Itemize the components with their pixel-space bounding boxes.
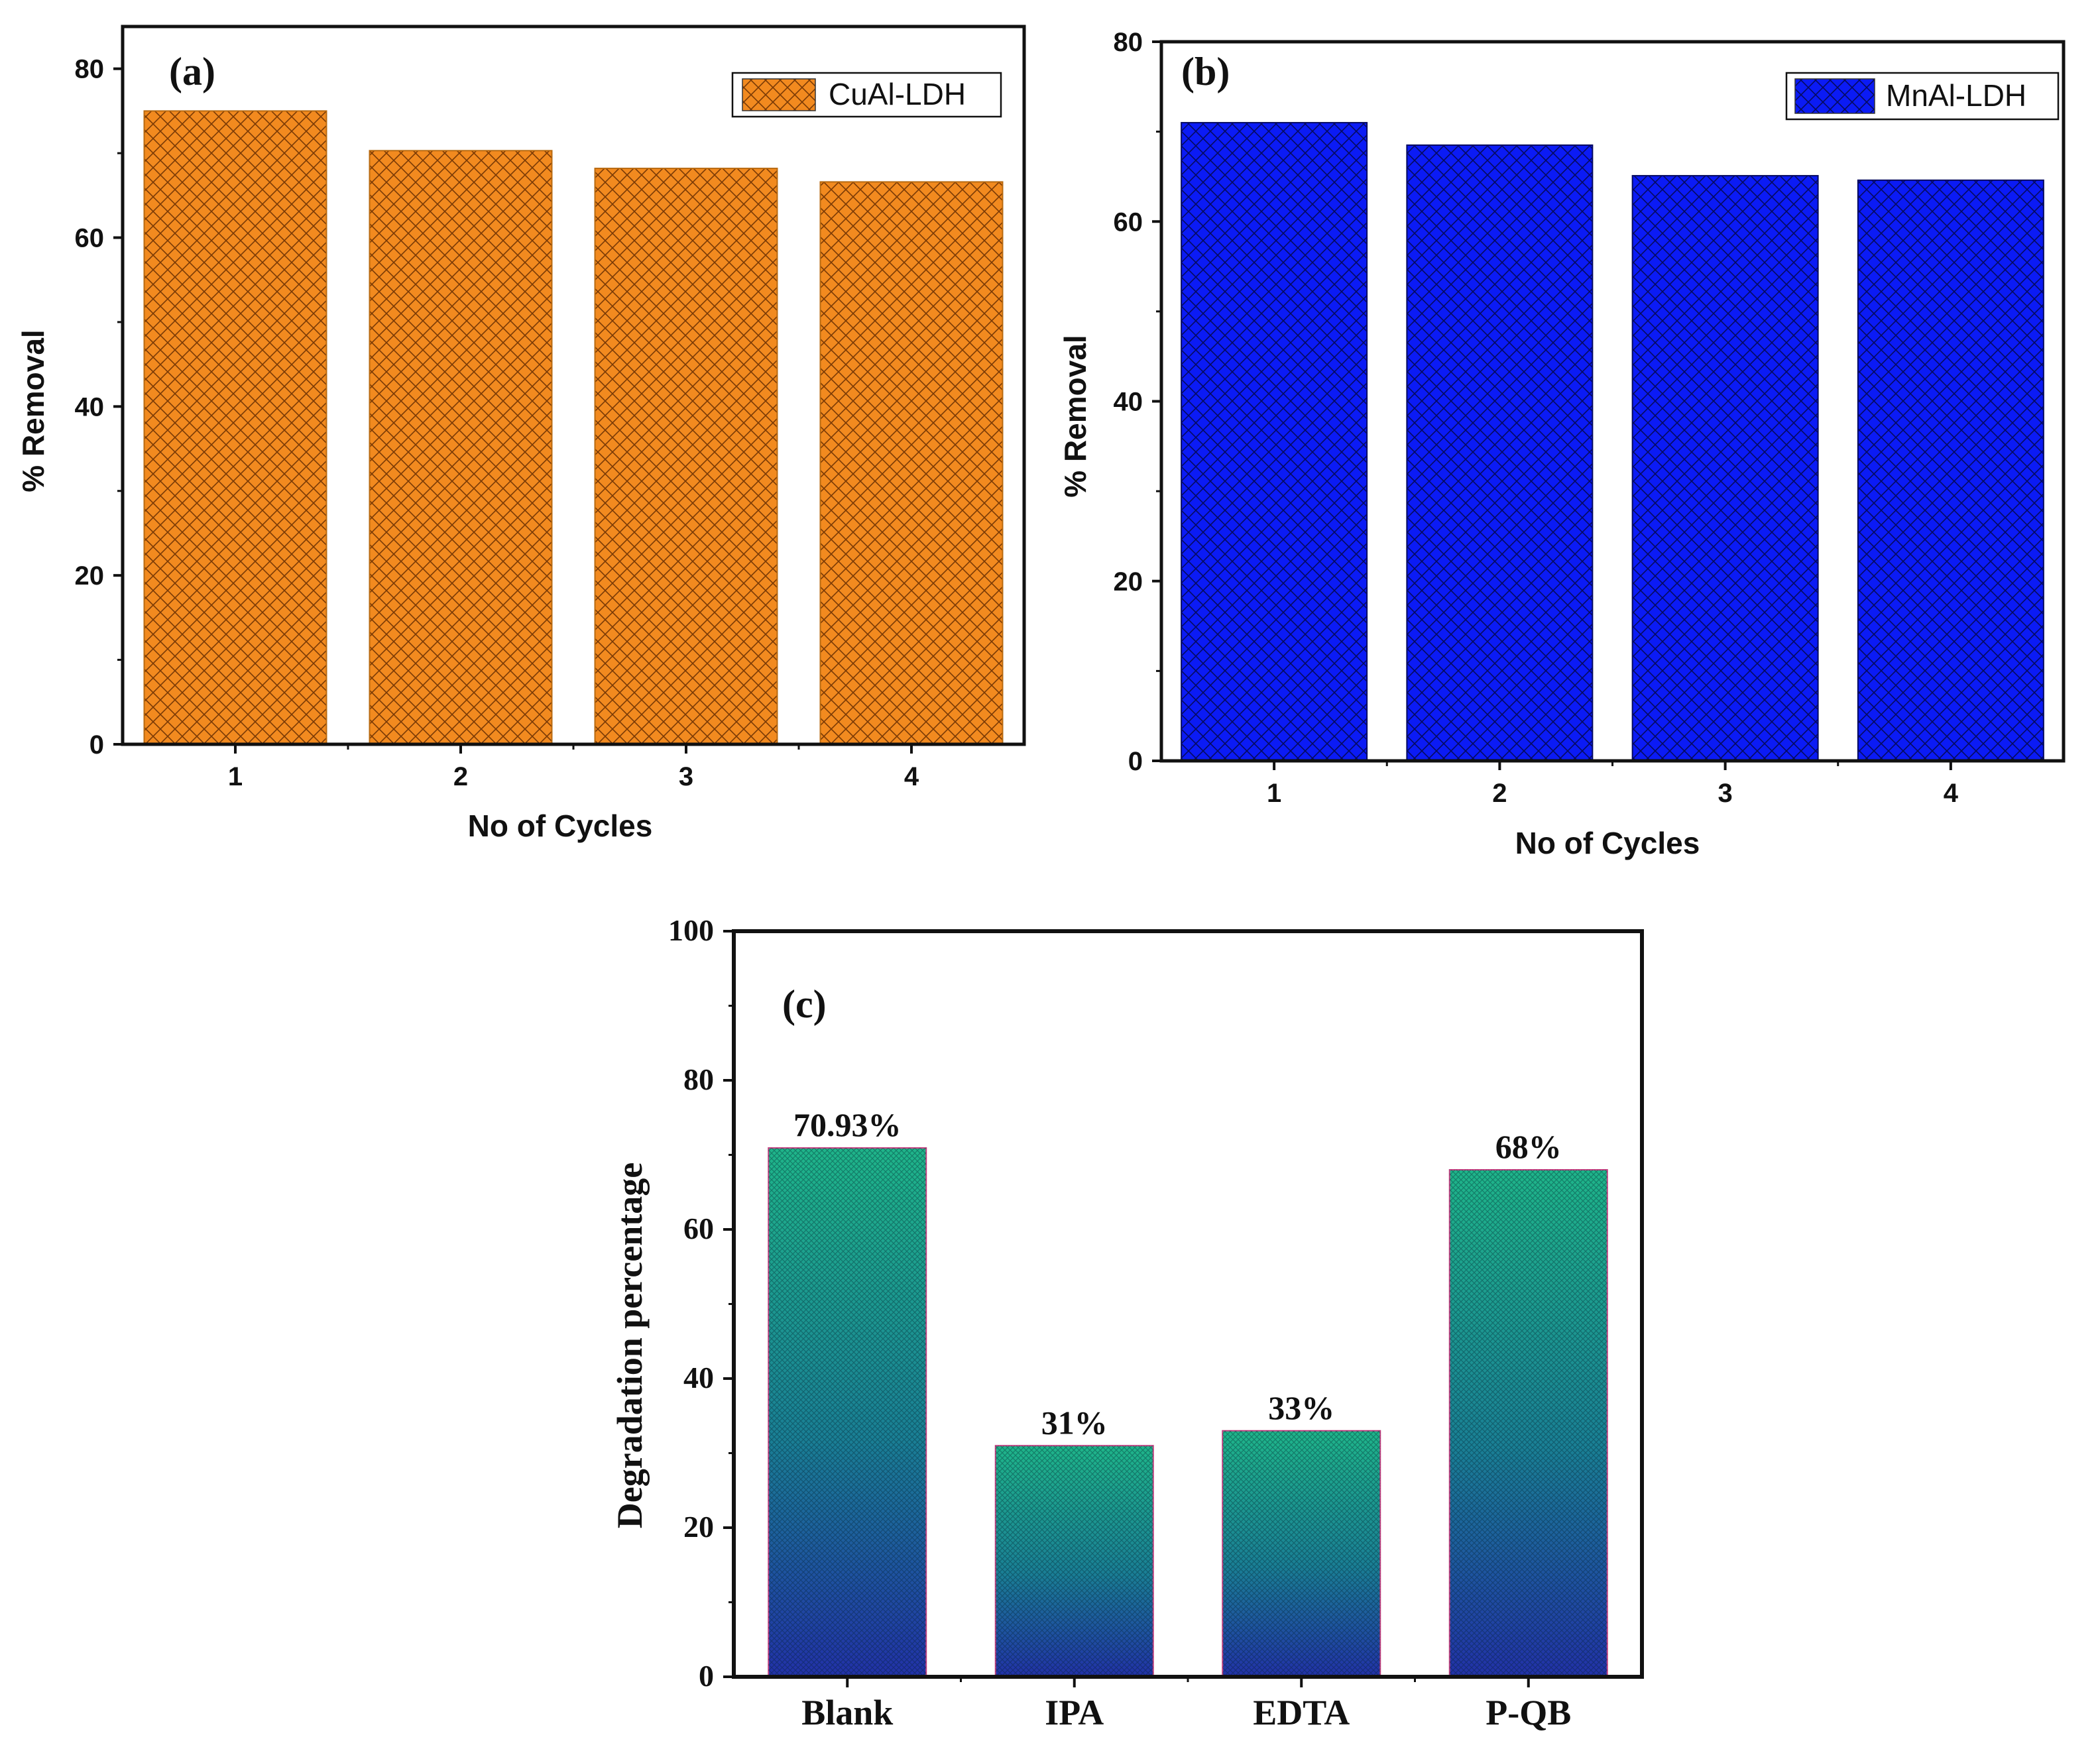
y-tick-label-c-0: 0 (699, 1659, 714, 1693)
x-tick-label-c-1: Blank (801, 1693, 893, 1732)
data-label-c-3: 33% (1268, 1389, 1334, 1426)
bar-b-2 (1406, 144, 1594, 762)
panel-a: 0 20 40 60 80 1 2 3 4 (a) CuAl-LDH No of Cycles… (16, 25, 1026, 843)
legend-a: CuAl-LDH (731, 72, 1002, 118)
y-tick-label-c-60: 60 (683, 1212, 714, 1245)
x-tick-label-b-3: 3 (1718, 779, 1733, 808)
y-axis-c: 0 20 40 60 80 100 (668, 913, 734, 1693)
bar-a-3 (594, 168, 778, 745)
y-tick-label-a-40: 40 (75, 392, 105, 422)
panel-label-a: (a) (169, 50, 215, 93)
x-axis-title-a: No of Cycles (468, 809, 653, 843)
x-axis-title-b: No of Cycles (1515, 826, 1700, 860)
legend-swatch-a (742, 78, 816, 111)
y-tick-label-b-80: 80 (1114, 28, 1143, 57)
bar-a-1 (143, 110, 327, 746)
bar-b-4 (1857, 179, 2044, 762)
x-axis-b: 1 2 3 4 (1267, 761, 1959, 808)
panel-b: 0 20 40 60 80 1 2 3 4 (b) MnAl-LDH No of Cycles… (1058, 28, 2066, 860)
x-tick-label-b-4: 4 (1944, 779, 1959, 808)
y-tick-label-c-40: 40 (683, 1361, 714, 1394)
bar-texture-c-2 (995, 1445, 1153, 1677)
y-axis-title-a: % Removal (16, 329, 50, 492)
bar-texture-c-3 (1222, 1430, 1381, 1677)
data-label-c-2: 31% (1041, 1404, 1108, 1441)
y-tick-label-c-20: 20 (683, 1510, 714, 1544)
y-tick-label-a-20: 20 (75, 561, 105, 591)
x-tick-label-c-2: IPA (1045, 1693, 1104, 1732)
legend-label-a: CuAl-LDH (829, 77, 966, 111)
bar-b-3 (1631, 175, 1819, 762)
y-axis-title-b: % Removal (1058, 335, 1092, 497)
x-tick-label-a-2: 2 (453, 762, 468, 791)
data-label-c-1: 70.93% (793, 1106, 902, 1143)
bar-texture-c-1 (768, 1148, 927, 1677)
bar-a-2 (369, 150, 553, 745)
legend-swatch-b (1794, 78, 1875, 114)
legend-b: MnAl-LDH (1785, 72, 2060, 121)
bar-group-b (1181, 122, 2044, 762)
y-tick-label-c-80: 80 (683, 1062, 714, 1096)
y-tick-label-b-60: 60 (1114, 207, 1143, 237)
y-tick-label-b-20: 20 (1114, 567, 1143, 596)
y-axis-b: 0 20 40 60 80 (1114, 28, 1161, 776)
y-tick-label-b-40: 40 (1114, 388, 1143, 417)
panel-label-b: (b) (1181, 50, 1230, 93)
x-tick-label-c-3: EDTA (1253, 1693, 1350, 1732)
y-tick-label-a-60: 60 (75, 224, 105, 253)
bar-b-1 (1181, 122, 1368, 762)
x-tick-label-a-1: 1 (228, 762, 243, 791)
legend-label-b: MnAl-LDH (1886, 78, 2026, 113)
x-axis-a: 1 2 3 4 (228, 744, 919, 791)
y-tick-label-a-0: 0 (89, 730, 104, 760)
bar-a-4 (819, 181, 1004, 746)
bar-texture-c-4 (1449, 1170, 1607, 1677)
panel-label-c: (c) (782, 982, 827, 1026)
x-tick-label-b-1: 1 (1267, 779, 1281, 808)
y-axis-a: 0 20 40 60 80 (75, 55, 123, 760)
bar-group-c (768, 1147, 1608, 1677)
x-tick-label-a-3: 3 (679, 762, 693, 791)
data-labels-c: 70.93% 31% 33% 68% (793, 1106, 1562, 1441)
y-axis-title-c: Degradation percentage (610, 1162, 650, 1528)
bar-group-a (143, 110, 1004, 746)
panel-c: 0 20 40 60 80 100 Blank IPA EDTA P-QB 70.93% 31% 3… (610, 913, 1644, 1732)
data-label-c-4: 68% (1495, 1128, 1562, 1165)
x-tick-label-c-4: P-QB (1486, 1693, 1571, 1732)
x-axis-c: Blank IPA EDTA P-QB (801, 1677, 1571, 1732)
y-tick-label-c-100: 100 (668, 913, 714, 947)
y-tick-label-a-80: 80 (75, 55, 105, 84)
x-tick-label-a-4: 4 (904, 762, 919, 791)
x-tick-label-b-2: 2 (1492, 779, 1507, 808)
y-tick-label-b-0: 0 (1128, 747, 1143, 776)
